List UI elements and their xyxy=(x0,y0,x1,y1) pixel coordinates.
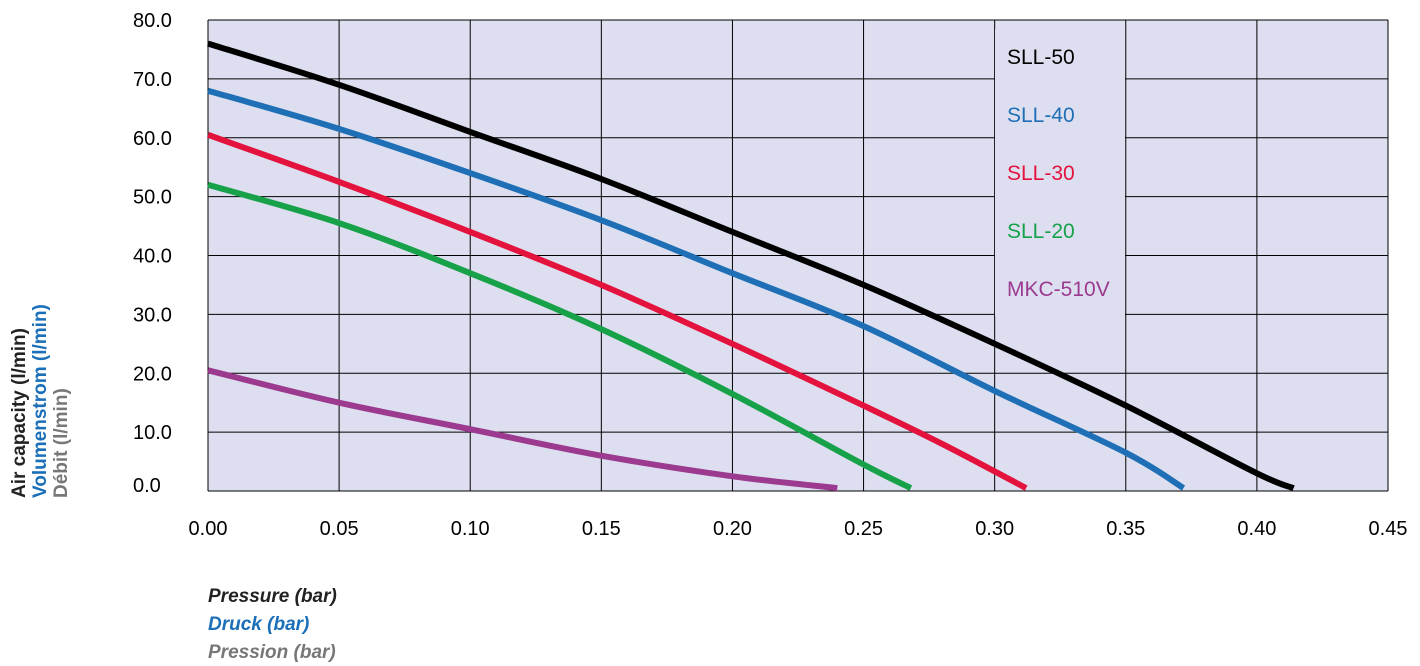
series-lines xyxy=(206,40,1295,492)
x-tick-label: 0.15 xyxy=(582,518,621,540)
x-tick-label: 0.00 xyxy=(189,518,228,540)
x-axis-title-line: Druck (bar) xyxy=(208,614,309,635)
y-tick-labels: 0.0 10.0 20.0 30.0 40.0 50.0 60.0 70.0 80.0 xyxy=(133,10,172,497)
y-tick-label: 20.0 xyxy=(133,363,172,385)
x-tick-label: 0.10 xyxy=(451,518,490,540)
y-axis-title-line: Débit (l/min) xyxy=(51,388,72,498)
y-tick-label: 50.0 xyxy=(133,187,172,209)
x-tick-label: 0.40 xyxy=(1237,518,1276,540)
y-tick-label: 40.0 xyxy=(133,246,172,268)
x-tick-label: 0.30 xyxy=(975,518,1014,540)
y-tick-label: 10.0 xyxy=(133,422,172,444)
y-tick-label: 80.0 xyxy=(133,10,172,32)
y-tick-label: 60.0 xyxy=(133,128,172,150)
y-axis-title-line: Air capacity (l/min) xyxy=(9,328,30,498)
legend-box xyxy=(995,29,1125,316)
series-line-sll-30 xyxy=(206,131,1028,491)
x-tick-label: 0.45 xyxy=(1369,518,1408,540)
series-line-sll-50 xyxy=(207,40,1295,491)
x-tick-label: 0.20 xyxy=(713,518,752,540)
x-axis-title: Pressure (bar) Druck (bar) Pression (bar) xyxy=(208,586,337,663)
legend-entry-sll-30: SLL-30 xyxy=(1007,162,1075,185)
y-tick-label: 0.0 xyxy=(133,475,161,497)
y-tick-label: 30.0 xyxy=(133,304,172,326)
legend-entry-sll-50: SLL-50 xyxy=(1007,46,1075,69)
series-line-sll-20 xyxy=(207,181,913,491)
series-line-mkc-510v xyxy=(207,367,838,492)
x-axis-title-line: Pressure (bar) xyxy=(208,586,337,607)
x-tick-label: 0.05 xyxy=(320,518,359,540)
legend: SLL-50 SLL-40 SLL-30 SLL-20 MKC-510V xyxy=(995,29,1125,316)
y-axis-title-line: Volumenstrom (l/min) xyxy=(30,304,51,498)
series-line-sll-40 xyxy=(207,87,1186,491)
legend-entry-sll-20: SLL-20 xyxy=(1007,220,1075,243)
x-axis-title-line: Pression (bar) xyxy=(208,642,336,663)
y-tick-label: 70.0 xyxy=(133,69,172,91)
y-axis-title: Air capacity (l/min) Volumenstrom (l/min)… xyxy=(9,304,72,498)
x-tick-label: 0.35 xyxy=(1106,518,1145,540)
x-tick-label: 0.25 xyxy=(844,518,883,540)
legend-entry-mkc-510v: MKC-510V xyxy=(1007,278,1110,301)
x-tick-labels: 0.00 0.05 0.10 0.15 0.20 0.25 0.30 0.35 0.40 0.45 xyxy=(189,518,1408,540)
legend-entry-sll-40: SLL-40 xyxy=(1007,104,1075,127)
